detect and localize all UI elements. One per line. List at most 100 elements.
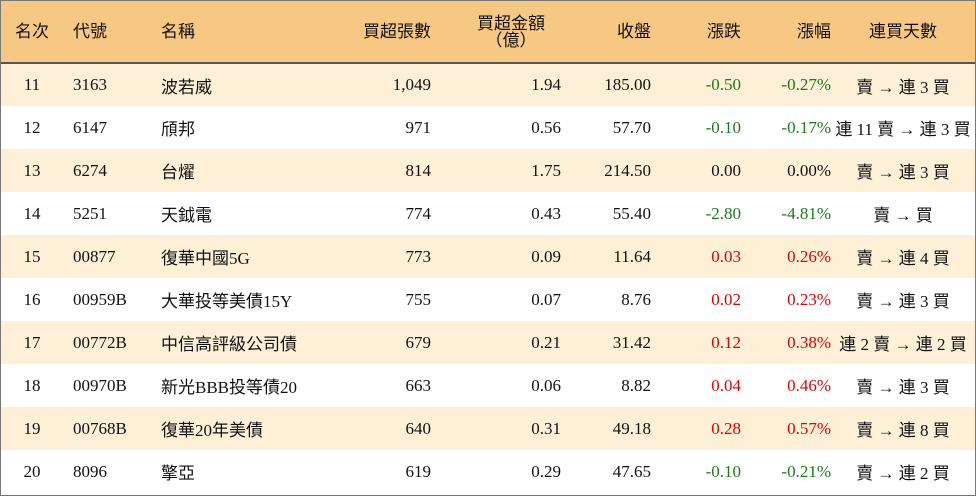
cell-rank: 16 [23, 289, 41, 309]
cell-net-buy-amount: 0.09 [531, 246, 561, 266]
header-change: 漲跌 [707, 22, 741, 41]
header-net-buy-lots: 買超張數 [363, 22, 431, 41]
cell-name: 中信高評級公司債 [161, 335, 297, 354]
cell-change-pct: -4.81% [781, 203, 831, 223]
header-close: 收盤 [617, 22, 651, 41]
cell-net-buy-amount: 0.29 [531, 461, 561, 481]
cell-net-buy-lots: 773 [405, 246, 432, 266]
cell-net-buy-amount: 0.06 [531, 375, 561, 395]
cell-change: 0.28 [711, 418, 741, 438]
cell-name: 波若威 [161, 77, 212, 97]
header-streak: 連買天數 [869, 22, 937, 41]
cell-name: 復華中國5G [161, 249, 250, 268]
cell-code: 5251 [73, 203, 107, 223]
cell-change-pct: 0.57% [787, 418, 831, 438]
cell-streak: 連 2 賣 → 連 2 買 [839, 335, 967, 354]
cell-net-buy-amount: 0.43 [531, 203, 561, 223]
table-body: 11 3163 波若威 1,049 1.94 185.00 -0.50 -0.27% 賣 → 連… [1, 63, 975, 493]
cell-name: 復華20年美債 [161, 421, 263, 440]
cell-streak: 賣 → 連 4 買 [856, 249, 950, 268]
cell-name: 大華投等美債15Y [161, 292, 293, 311]
cell-rank: 15 [23, 246, 41, 266]
table-row: 15 00877 復華中國5G 773 0.09 11.64 0.03 0.26% 賣 → 連 … [1, 235, 975, 278]
cell-code: 6274 [73, 160, 107, 180]
cell-net-buy-lots: 679 [405, 332, 432, 352]
cell-rank: 12 [23, 117, 41, 137]
cell-close: 214.50 [604, 160, 651, 180]
cell-net-buy-amount: 1.75 [531, 160, 561, 180]
header-name: 名稱 [161, 22, 195, 41]
cell-name: 頎邦 [161, 120, 195, 139]
cell-code: 8096 [73, 461, 107, 481]
cell-name: 台燿 [161, 163, 195, 182]
cell-close: 57.70 [612, 117, 651, 137]
header-code: 代號 [73, 22, 107, 41]
table-row: 20 8096 擎亞 619 0.29 47.65 -0.10 -0.21% 賣 → 連 2 買 [1, 450, 975, 493]
header-rank: 名次 [15, 22, 49, 41]
cell-close: 11.64 [613, 246, 651, 266]
cell-rank: 20 [23, 461, 41, 481]
cell-streak: 賣 → 連 3 買 [856, 292, 950, 311]
cell-close: 8.82 [621, 375, 651, 395]
cell-change: 0.12 [711, 332, 741, 352]
table-row: 14 5251 天鉞電 774 0.43 55.40 -2.80 -4.81% 賣 → 買 [1, 192, 975, 235]
table-row: 12 6147 頎邦 971 0.56 57.70 -0.10 -0.17% 連 11 賣 → … [1, 106, 975, 149]
cell-change-pct: 0.38% [787, 332, 831, 352]
cell-code: 00768B [73, 418, 127, 438]
table-row: 11 3163 波若威 1,049 1.94 185.00 -0.50 -0.27% 賣 → 連… [1, 63, 975, 106]
cell-change: -2.80 [705, 203, 741, 223]
header-net-buy-amount: 買超金額 （億） [431, 1, 561, 63]
cell-net-buy-amount: 1.94 [531, 75, 561, 94]
cell-rank: 18 [23, 375, 41, 395]
cell-code: 00772B [73, 332, 127, 352]
cell-change: 0.04 [711, 375, 741, 395]
table-row: 17 00772B 中信高評級公司債 679 0.21 31.42 0.12 0.38% 連 2… [1, 321, 975, 364]
cell-change: -0.50 [705, 75, 741, 94]
cell-change-pct: 0.00% [787, 160, 831, 180]
cell-net-buy-lots: 619 [405, 461, 432, 481]
cell-name: 新光BBB投等債20 [161, 378, 298, 397]
cell-rank: 17 [23, 332, 41, 352]
cell-close: 31.42 [612, 332, 651, 352]
cell-code: 3163 [73, 75, 107, 94]
header-change-pct: 漲幅 [797, 22, 831, 41]
cell-change: 0.00 [711, 160, 741, 180]
cell-close: 185.00 [604, 75, 651, 94]
cell-streak: 賣 → 連 2 買 [856, 464, 950, 483]
cell-close: 49.18 [612, 418, 651, 438]
cell-rank: 11 [23, 75, 41, 94]
table-row: 13 6274 台燿 814 1.75 214.50 0.00 0.00% 賣 → 連 3 買 [1, 149, 975, 192]
cell-net-buy-lots: 971 [405, 117, 432, 137]
cell-net-buy-lots: 1,049 [392, 75, 431, 94]
cell-change-pct: 0.23% [787, 289, 831, 309]
cell-change-pct: 0.26% [787, 246, 831, 266]
cell-close: 55.40 [612, 203, 651, 223]
cell-net-buy-amount: 0.31 [531, 418, 561, 438]
cell-change-pct: -0.27% [781, 75, 831, 94]
table-row: 18 00970B 新光BBB投等債20 663 0.06 8.82 0.04 0.46% 賣 … [1, 364, 975, 407]
cell-name: 擎亞 [161, 464, 195, 483]
cell-close: 47.65 [612, 461, 651, 481]
cell-net-buy-lots: 755 [405, 289, 432, 309]
cell-rank: 19 [23, 418, 41, 438]
cell-change: -0.10 [705, 461, 741, 481]
cell-change-pct: 0.46% [787, 375, 831, 395]
cell-net-buy-amount: 0.07 [531, 289, 561, 309]
cell-streak: 賣 → 買 [873, 206, 933, 225]
cell-streak: 賣 → 連 3 買 [856, 77, 950, 97]
table-row: 16 00959B 大華投等美債15Y 755 0.07 8.76 0.02 0.23% 賣 →… [1, 278, 975, 321]
cell-net-buy-lots: 640 [405, 418, 432, 438]
cell-streak: 賣 → 連 3 買 [856, 163, 950, 182]
cell-change: 0.03 [711, 246, 741, 266]
header-row: 名次 代號 名稱 買超張數 買超金額 （億） 收盤 漲跌 漲幅 連買天數 [1, 1, 975, 63]
cell-streak: 連 11 賣 → 連 3 買 [835, 120, 971, 139]
cell-change-pct: -0.21% [781, 461, 831, 481]
cell-rank: 13 [23, 160, 41, 180]
header-net-buy-amount-line1: 買超金額 [477, 13, 545, 33]
cell-code: 00877 [73, 246, 116, 266]
cell-change: 0.02 [711, 289, 741, 309]
cell-name: 天鉞電 [161, 206, 212, 225]
cell-rank: 14 [23, 203, 41, 223]
